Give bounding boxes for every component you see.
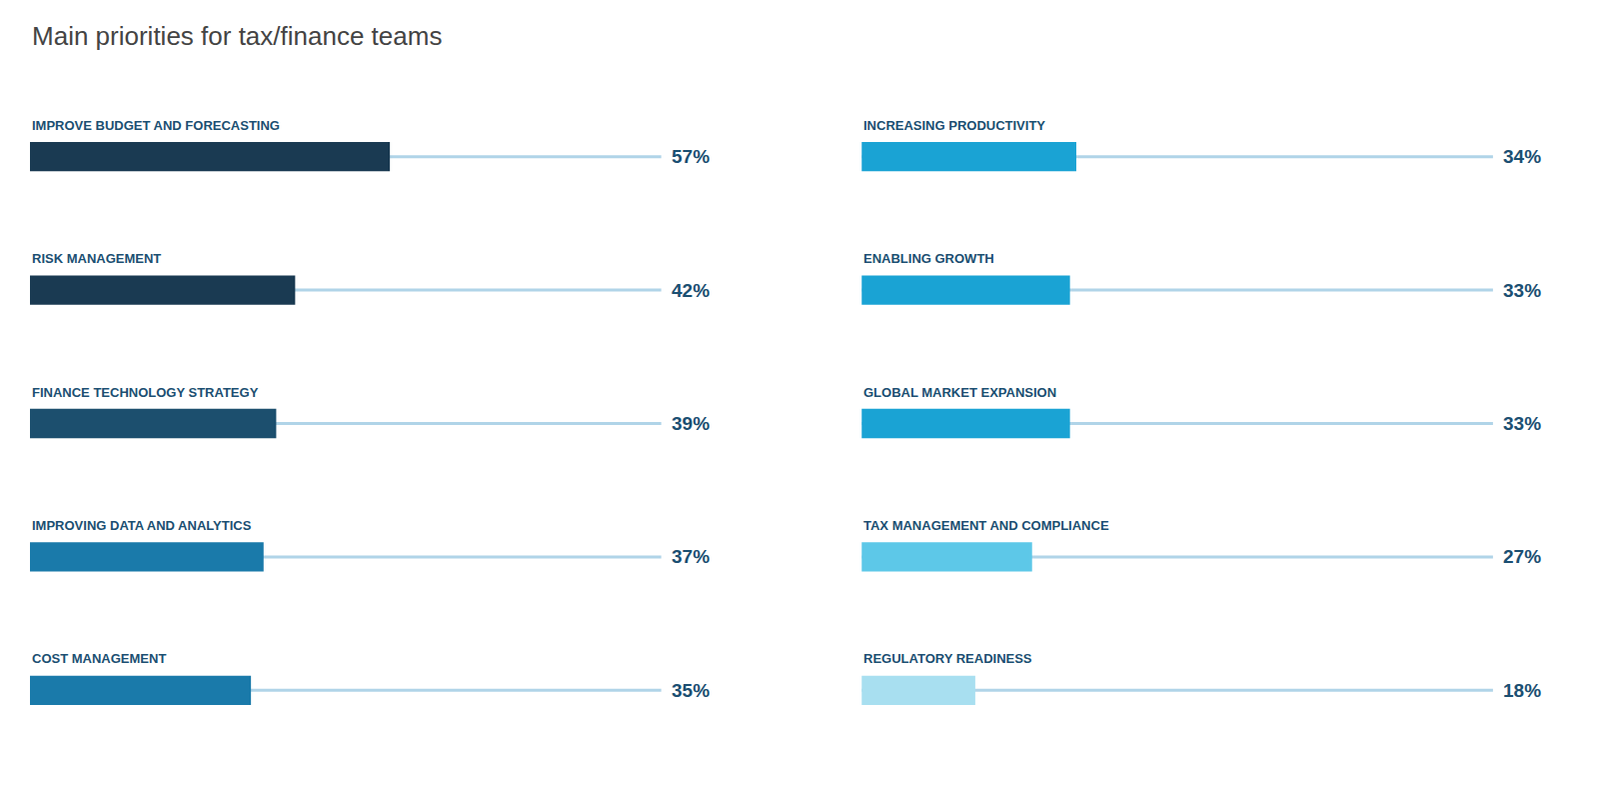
svg-text:IMPROVE BUDGET AND FORECASTING: IMPROVE BUDGET AND FORECASTING [31, 117, 280, 133]
svg-text:18%: 18% [1503, 679, 1542, 701]
svg-text:57%: 57% [671, 145, 710, 167]
svg-text:42%: 42% [671, 279, 710, 301]
svg-text:37%: 37% [671, 545, 710, 567]
svg-text:33%: 33% [1503, 279, 1542, 301]
svg-text:FINANCE TECHNOLOGY STRATEGY: FINANCE TECHNOLOGY STRATEGY [31, 384, 259, 400]
svg-text:27%: 27% [1503, 545, 1542, 567]
svg-text:RISK MANAGEMENT: RISK MANAGEMENT [31, 250, 161, 266]
svg-text:39%: 39% [671, 412, 710, 434]
svg-text:TAX MANAGEMENT AND COMPLIANCE: TAX MANAGEMENT AND COMPLIANCE [863, 517, 1110, 533]
svg-text:INCREASING PRODUCTIVITY: INCREASING PRODUCTIVITY [863, 117, 1046, 133]
svg-text:IMPROVING DATA AND ANALYTICS: IMPROVING DATA AND ANALYTICS [31, 517, 252, 533]
svg-text:ENABLING GROWTH: ENABLING GROWTH [863, 250, 995, 266]
svg-text:COST MANAGEMENT: COST MANAGEMENT [31, 650, 166, 666]
svg-text:GLOBAL MARKET EXPANSION: GLOBAL MARKET EXPANSION [863, 384, 1057, 400]
svg-text:33%: 33% [1503, 412, 1542, 434]
svg-text:REGULATORY READINESS: REGULATORY READINESS [863, 650, 1033, 666]
svg-text:35%: 35% [671, 679, 710, 701]
svg-text:34%: 34% [1503, 145, 1542, 167]
svg-text:Main priorities for tax/financ: Main priorities for tax/finance teams [31, 20, 442, 51]
